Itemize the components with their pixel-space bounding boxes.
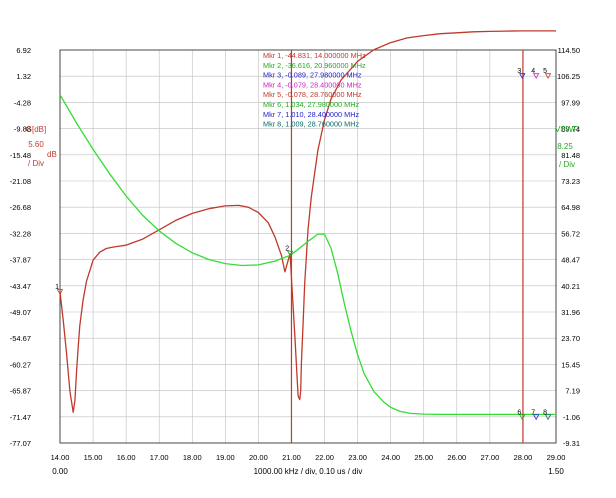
axis-labels: G[dB] 5.60 dB / Div VSWR 8.25 / Div 1000…: [26, 125, 579, 476]
marker-symbol: [532, 73, 540, 80]
right-tick-label: 81.48: [561, 151, 580, 160]
marker-readout: Mkr 1, -44.831, 14.000000 MHz: [263, 51, 366, 60]
left-tick-label: 6.92: [16, 46, 31, 55]
right-tick-label: 56.72: [561, 229, 580, 238]
marker-symbol: [519, 414, 526, 421]
marker-id: 7: [531, 409, 535, 416]
right-tick-label: 15.45: [561, 360, 580, 369]
marker-id: 3: [517, 68, 521, 75]
grid: [59, 49, 557, 444]
x-sub-right: 1.50: [548, 467, 564, 476]
x-tick-label: 26.00: [447, 453, 466, 462]
x-axis: 14.00 15.00 16.00 17.00 18.00 19.00 20.00 21.00…: [51, 453, 566, 462]
marker-id: 2: [285, 246, 289, 253]
gain-db-line: [59, 30, 556, 413]
marker-id: 8: [543, 409, 547, 416]
left-axis: 6.92 1.32 -4.28 -9.88 -15.48 -21.08 -26.68 -32.…: [10, 46, 31, 448]
marker-symbol: [544, 414, 552, 421]
x-tick-label: 14.00: [51, 453, 70, 462]
x-tick-label: 22.00: [315, 453, 334, 462]
right-tick-label: -9.31: [563, 439, 580, 448]
left-tick-label: -15.48: [10, 151, 31, 160]
right-tick-label: -1.06: [563, 413, 580, 422]
left-tick-label: -21.08: [10, 177, 31, 186]
x-tick-label: 18.00: [183, 453, 202, 462]
right-tick-label: 40.21: [561, 282, 580, 291]
right-tick-label: 31.96: [561, 308, 580, 317]
x-tick-label: 28.00: [514, 453, 533, 462]
left-tick-label: -60.27: [10, 360, 31, 369]
marker-lines: [290, 50, 524, 443]
x-tick-label: 20.00: [249, 453, 268, 462]
right-tick-label: 73.23: [561, 177, 580, 186]
right-tick-label: 7.19: [565, 387, 580, 396]
right-axis: 114.50 106.25 97.99 89.74 81.48 73.23 64.98 56.…: [557, 46, 580, 448]
x-sub-left: 0.00: [52, 467, 68, 476]
x-axis-caption: 1000.00 kHz / div, 0.10 us / div: [254, 467, 363, 476]
left-tick-label: -49.07: [10, 308, 31, 317]
right-tick-label: 23.70: [561, 334, 580, 343]
x-tick-label: 15.00: [84, 453, 103, 462]
marker-symbol: [532, 414, 540, 421]
marker-id: 4: [531, 68, 535, 75]
right-tick-label: 106.25: [557, 72, 580, 81]
left-axis-label: G[dB]: [26, 125, 46, 134]
left-tick-label: -43.47: [10, 282, 31, 291]
right-tick-label: 114.50: [558, 46, 580, 55]
right-axis-label: VSWR: [555, 125, 579, 134]
left-tick-label: -32.28: [10, 229, 31, 238]
right-tick-label: 48.47: [561, 256, 580, 265]
markers: 1 2 3 4 5 6 7 8: [55, 68, 552, 421]
marker-readout: Mkr 4, -0.079, 28.400000 MHz: [263, 80, 362, 89]
left-tick-label: -4.28: [14, 98, 31, 107]
left-div-unit: dB: [47, 150, 57, 159]
x-tick-label: 19.00: [216, 453, 235, 462]
left-tick-label: -65.87: [10, 387, 31, 396]
marker-readout: Mkr 5, -0.078, 28.760000 MHz: [263, 90, 362, 99]
right-tick-label: 97.99: [561, 98, 580, 107]
left-tick-label: 1.32: [16, 72, 31, 81]
x-tick-label: 27.00: [480, 453, 499, 462]
right-tick-label: 64.98: [561, 203, 580, 212]
x-tick-label: 23.00: [348, 453, 367, 462]
left-tick-label: -37.87: [10, 256, 31, 265]
right-div-value: 8.25: [557, 142, 573, 151]
plot-frame: [59, 49, 557, 444]
x-tick-label: 16.00: [117, 453, 136, 462]
left-div-value: 5.60: [28, 140, 44, 149]
left-tick-label: -26.68: [10, 203, 31, 212]
left-tick-label: -54.67: [10, 334, 31, 343]
left-tick-label: -9.88: [14, 125, 31, 134]
x-tick-label: 29.00: [547, 453, 566, 462]
marker-symbol: [286, 250, 294, 257]
left-tick-label: -77.07: [10, 439, 31, 448]
marker-id: 5: [543, 68, 547, 75]
marker-symbol: [519, 73, 526, 80]
series-group: [59, 30, 556, 416]
left-tick-label: -71.47: [10, 413, 31, 422]
vswr-line: [59, 94, 556, 416]
marker-readout: Mkr 7, 1.010, 28.400000 MHz: [263, 110, 359, 119]
x-tick-label: 25.00: [414, 453, 433, 462]
marker-id: 1: [55, 284, 59, 291]
left-div-text: / Div: [28, 159, 44, 168]
right-div-text: / Div: [559, 160, 575, 169]
marker-symbol: [56, 289, 64, 295]
marker-readout: Mkr 6, 1.034, 27.980000 MHz: [263, 100, 359, 109]
x-tick-label: 17.00: [150, 453, 169, 462]
marker-id: 6: [517, 409, 521, 416]
marker-symbol: [544, 73, 552, 80]
right-tick-label: 89.74: [561, 125, 580, 134]
x-tick-label: 24.00: [381, 453, 400, 462]
x-tick-label: 21.00: [282, 453, 301, 462]
marker-readout: Mkr 3, -0.089, 27.980000 MHz: [263, 71, 362, 80]
marker-readout: Mkr 2, -36.616, 20.960000 MHz: [263, 61, 366, 70]
marker-readout: Mkr 8, 1.009, 28.760000 MHz: [263, 120, 359, 129]
